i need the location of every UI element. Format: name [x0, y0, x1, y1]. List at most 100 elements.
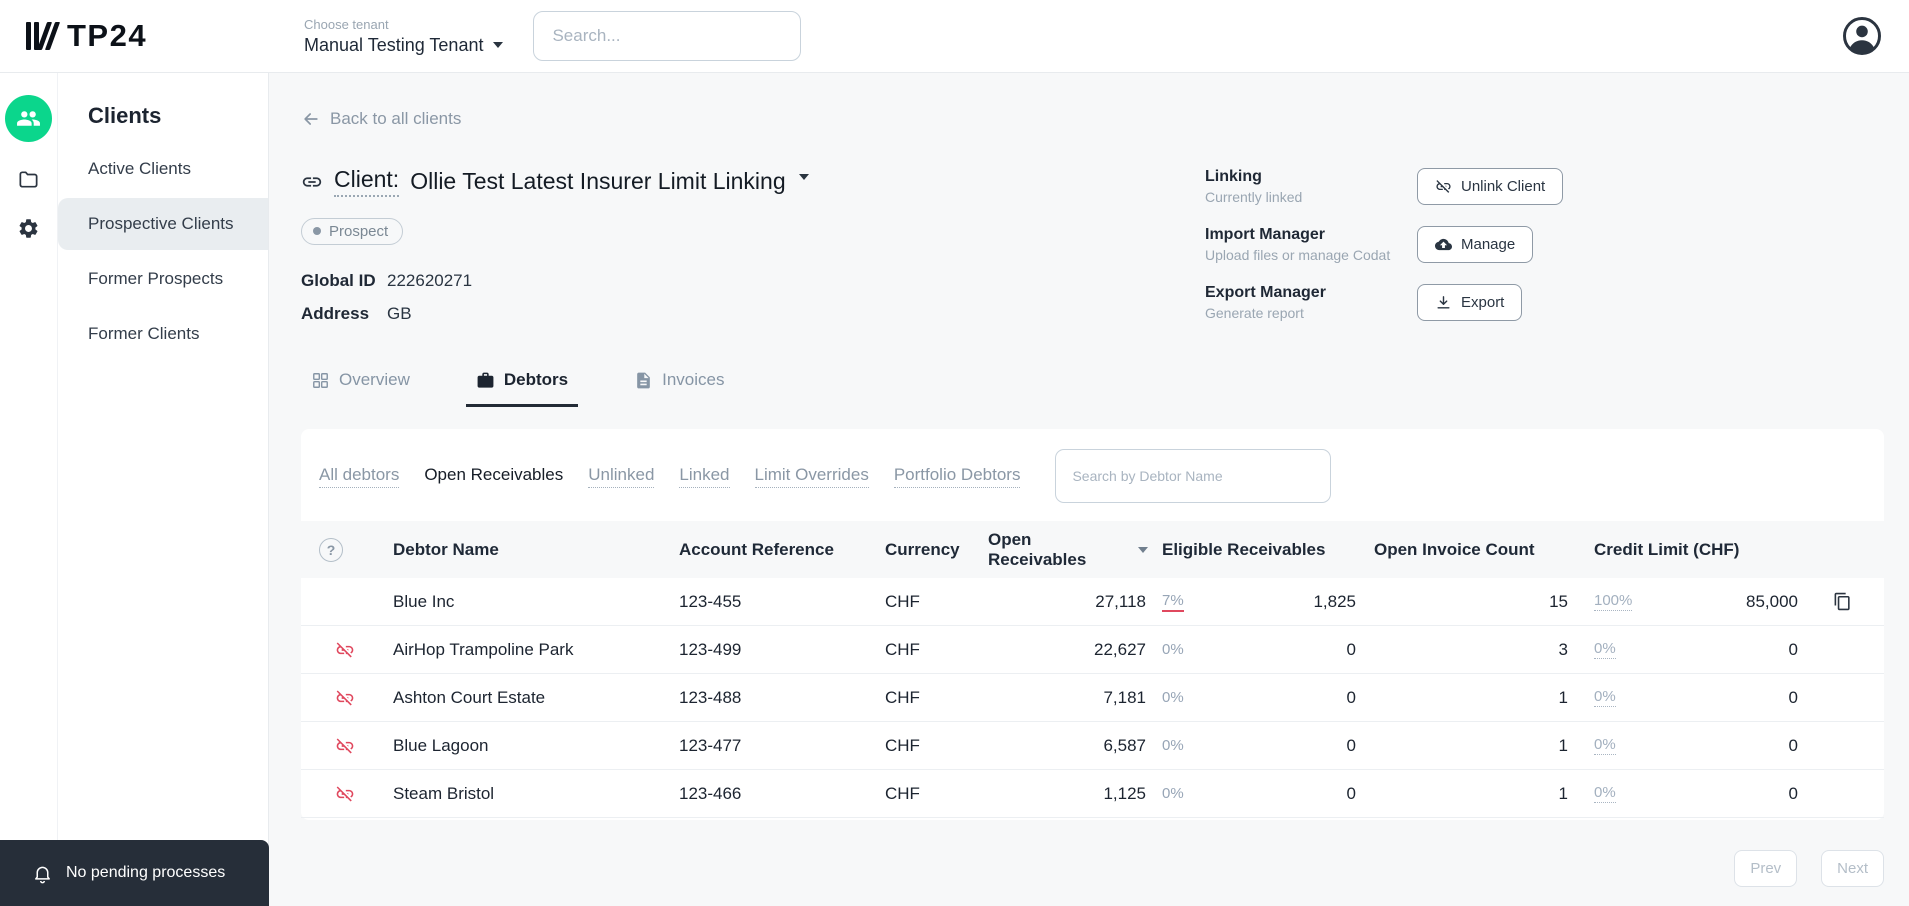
open-receivables-pct: 0%	[1162, 641, 1184, 658]
tab-debtors[interactable]: Debtors	[465, 370, 579, 407]
pagination: Prev Next	[301, 850, 1884, 887]
status-dot-icon	[313, 227, 321, 235]
open-receivables-cell: 1,125	[1103, 783, 1146, 803]
export-manager-title: Export Manager	[1205, 284, 1326, 301]
unlink-client-button[interactable]: Unlink Client	[1417, 168, 1564, 205]
credit-limit-cell: 85,000	[1746, 591, 1798, 611]
eligible-receivables-cell: 0	[1346, 783, 1356, 803]
main-content: Back to all clients Client: Ollie Test L…	[269, 73, 1909, 906]
manage-label: Manage	[1461, 236, 1516, 253]
tenant-label: Choose tenant	[304, 16, 389, 32]
export-button[interactable]: Export	[1417, 284, 1523, 321]
arrow-left-icon	[304, 113, 318, 125]
open-receivables-cell: 27,118	[1095, 591, 1146, 611]
col-open-invoice-count: Open Invoice Count	[1374, 539, 1535, 559]
filter-open-receivables[interactable]: Open Receivables	[424, 464, 564, 484]
account-reference-cell: 123-488	[679, 687, 742, 707]
gear-icon[interactable]	[17, 217, 40, 240]
col-credit-limit: Credit Limit (CHF)	[1594, 539, 1740, 559]
sidebar-item-former-prospects[interactable]: Former Prospects	[58, 253, 268, 305]
table-row[interactable]: Blue Inc 123-455 CHF 27,118 7% 1,825 15 …	[301, 578, 1884, 626]
chevron-down-icon[interactable]	[798, 173, 809, 180]
address-value: GB	[387, 303, 412, 323]
sidebar-item-active-clients[interactable]: Active Clients	[58, 143, 268, 195]
open-invoice-count-cell: 1	[1558, 687, 1568, 707]
credit-limit-pct[interactable]: 0%	[1594, 736, 1616, 755]
global-id-value: 222620271	[387, 270, 473, 290]
copy-icon[interactable]	[1833, 592, 1852, 611]
table-row[interactable]: Blue Lagoon 123-477 CHF 6,587 0% 0 1 0% …	[301, 722, 1884, 770]
tab-overview[interactable]: Overview	[301, 370, 420, 407]
unlinked-icon	[336, 642, 354, 658]
table-row[interactable]: Ashton Court Estate 123-488 CHF 7,181 0%…	[301, 674, 1884, 722]
filter-portfolio-debtors[interactable]: Portfolio Debtors	[893, 465, 1021, 488]
unlinked-icon	[336, 738, 354, 754]
debtor-search-input[interactable]	[1055, 449, 1332, 503]
credit-limit-cell: 0	[1788, 735, 1798, 755]
global-search-input[interactable]	[533, 11, 802, 61]
global-id-label: Global ID	[301, 270, 376, 290]
topbar: TP24 Choose tenant Manual Testing Tenant	[0, 0, 1909, 73]
credit-limit-pct[interactable]: 0%	[1594, 784, 1616, 803]
unlinked-icon	[336, 690, 354, 706]
sort-caret-icon[interactable]	[1138, 546, 1148, 553]
filter-all-debtors[interactable]: All debtors	[319, 465, 400, 488]
invoice-document-icon	[637, 372, 650, 388]
debtor-name-cell: AirHop Trampoline Park	[393, 639, 574, 659]
sidebar-item-label: Former Prospects	[88, 269, 224, 288]
client-actions-panel: Linking Currently linked Unlink Client I…	[1205, 168, 1564, 321]
debtors-card: All debtors Open Receivables Unlinked Li…	[301, 429, 1884, 820]
global-search	[533, 11, 802, 61]
client-title[interactable]: Client: Ollie Test Latest Insurer Limit …	[301, 166, 809, 197]
filter-unlinked[interactable]: Unlinked	[588, 465, 655, 488]
account-reference-cell: 123-499	[679, 639, 742, 659]
tenant-selector[interactable]: Choose tenant Manual Testing Tenant	[304, 16, 504, 56]
client-title-prefix: Client:	[334, 166, 400, 197]
user-avatar[interactable]	[1841, 15, 1883, 57]
filter-linked[interactable]: Linked	[679, 465, 730, 488]
tab-label: Overview	[339, 370, 410, 389]
folder-icon[interactable]	[17, 168, 40, 191]
credit-limit-cell: 0	[1788, 783, 1798, 803]
account-reference-cell: 123-466	[679, 783, 742, 803]
table-row[interactable]: Steam Bristol 123-466 CHF 1,125 0% 0 1 0…	[301, 770, 1884, 818]
sidebar-item-former-clients[interactable]: Former Clients	[58, 308, 268, 360]
link-icon	[302, 176, 322, 187]
debtor-name-cell: Blue Lagoon	[393, 735, 489, 755]
grid-icon	[313, 372, 328, 388]
account-reference-cell: 123-455	[679, 591, 742, 611]
help-icon[interactable]: ?	[319, 537, 343, 562]
prev-page-button[interactable]: Prev	[1734, 850, 1798, 887]
tp24-logo-marks-icon	[26, 21, 61, 51]
credit-limit-cell: 0	[1788, 639, 1798, 659]
credit-limit-pct[interactable]: 0%	[1594, 640, 1616, 659]
sidebar-item-label: Former Clients	[88, 324, 200, 343]
back-to-all-clients-link[interactable]: Back to all clients	[301, 109, 461, 129]
badge-label: Prospect	[329, 222, 389, 240]
table-row[interactable]: AirHop Trampoline Park 123-499 CHF 22,62…	[301, 626, 1884, 674]
currency-cell: CHF	[885, 783, 920, 803]
export-manager-subtitle: Generate report	[1205, 305, 1304, 321]
export-label: Export	[1461, 294, 1505, 311]
linking-subtitle: Currently linked	[1205, 189, 1303, 205]
linking-row: Linking Currently linked Unlink Client	[1205, 168, 1564, 205]
tp24-logo[interactable]: TP24	[0, 18, 270, 54]
tenant-value: Manual Testing Tenant	[304, 34, 484, 55]
eligible-receivables-cell: 0	[1346, 735, 1356, 755]
next-page-button[interactable]: Next	[1821, 850, 1884, 887]
credit-limit-pct[interactable]: 0%	[1594, 688, 1616, 707]
open-invoice-count-cell: 15	[1549, 591, 1568, 611]
clients-nav-icon[interactable]	[5, 95, 52, 142]
manage-button[interactable]: Manage	[1417, 226, 1534, 263]
account-reference-cell: 123-477	[679, 735, 742, 755]
filter-limit-overrides[interactable]: Limit Overrides	[754, 465, 869, 488]
col-open-receivables[interactable]: Open Receivables	[988, 529, 1087, 569]
eligible-receivables-cell: 0	[1346, 639, 1356, 659]
credit-limit-pct[interactable]: 100%	[1594, 592, 1633, 611]
sidebar-item-prospective-clients[interactable]: Prospective Clients	[58, 198, 268, 250]
tab-invoices[interactable]: Invoices	[624, 370, 734, 407]
sidebar-item-label: Active Clients	[88, 159, 191, 178]
briefcase-icon	[477, 372, 494, 388]
open-receivables-pct: 0%	[1162, 737, 1184, 754]
sidebar: Clients Active Clients Prospective Clien…	[0, 73, 269, 906]
